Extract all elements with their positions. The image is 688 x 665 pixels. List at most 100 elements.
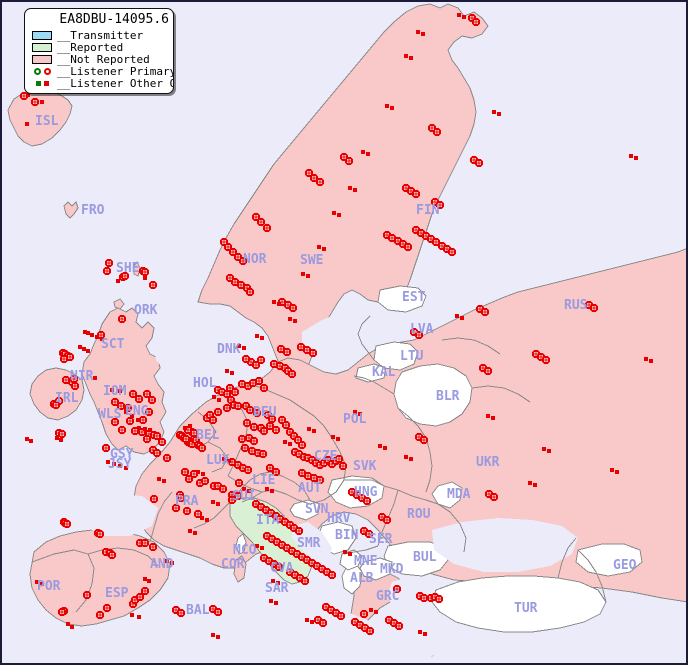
listener-other-qth-marker xyxy=(40,582,44,586)
listener-primary-qth-marker xyxy=(336,611,346,621)
listener-other-qth-marker xyxy=(457,13,461,17)
listener-primary-qth-marker xyxy=(30,97,40,107)
country-label-blr: BLR xyxy=(436,389,460,404)
country-label-bal: BAL xyxy=(186,603,210,618)
country-sardinia xyxy=(233,555,247,583)
listener-primary-qth-marker xyxy=(227,495,237,505)
listener-other-qth-marker xyxy=(274,601,278,605)
listener-other-qth-marker xyxy=(361,150,365,154)
listener-primary-qth-marker xyxy=(176,608,186,618)
listener-primary-qth-marker xyxy=(256,217,266,227)
listener-other-qth-marker xyxy=(110,388,114,392)
listener-primary-qth-marker xyxy=(489,492,499,502)
listener-other-qth-marker xyxy=(35,580,39,584)
country-label-fra: FRA xyxy=(175,494,199,509)
listener-primary-qth-marker xyxy=(254,376,264,386)
listener-other-qth-marker xyxy=(317,245,321,249)
country-label-cze: CZE xyxy=(314,449,337,464)
listener-primary-qth-marker xyxy=(256,355,266,365)
listener-primary-qth-marker xyxy=(308,348,318,358)
listener-other-qth-marker xyxy=(227,459,231,463)
listener-other-qth-marker xyxy=(59,438,63,442)
listener-primary-qth-marker xyxy=(116,401,126,411)
listener-primary-qth-marker xyxy=(435,200,445,210)
listener-other-qth-marker xyxy=(130,414,134,418)
legend-label-primary-qth: __Listener Primary QTH xyxy=(57,64,174,78)
listener-primary-qth-marker xyxy=(180,467,190,477)
listener-other-qth-marker xyxy=(242,346,246,350)
country-label-mkd: MKD xyxy=(380,562,404,577)
country-label-rou: ROU xyxy=(407,507,431,522)
listener-primary-qth-marker xyxy=(315,177,325,187)
country-label-hol: HOL xyxy=(193,376,217,391)
listener-primary-qth-marker xyxy=(297,468,307,478)
listener-primary-qth-marker xyxy=(431,237,441,247)
listener-primary-qth-marker xyxy=(57,607,67,617)
listener-primary-qth-marker xyxy=(294,526,304,536)
listener-primary-qth-marker xyxy=(471,17,481,27)
blue-square-swatch-icon xyxy=(29,30,55,40)
listener-primary-qth-marker xyxy=(237,434,247,444)
listener-primary-qth-marker xyxy=(483,366,493,376)
listener-other-qth-marker xyxy=(455,314,459,318)
listener-other-qth-marker xyxy=(269,599,273,603)
country-label-fin: FIN xyxy=(416,203,440,218)
listener-other-qth-marker xyxy=(348,186,352,190)
listener-primary-qth-marker xyxy=(447,247,457,257)
country-label-sui: SUI xyxy=(232,489,255,504)
listener-other-qth-marker xyxy=(106,460,110,464)
country-label-she: SHE xyxy=(116,261,139,276)
listener-other-qth-marker xyxy=(55,436,59,440)
listener-primary-qth-marker xyxy=(304,168,314,178)
listener-primary-qth-marker xyxy=(222,403,232,413)
listener-other-qth-marker xyxy=(147,579,151,583)
listener-primary-qth-marker xyxy=(258,449,268,459)
country-moldova xyxy=(431,481,463,509)
listener-primary-qth-marker xyxy=(157,437,167,447)
listener-primary-qth-marker xyxy=(394,621,404,631)
listener-primary-qth-marker xyxy=(234,478,244,488)
country-label-est: EST xyxy=(402,290,426,305)
listener-other-qth-marker xyxy=(312,429,316,433)
listener-primary-qth-marker xyxy=(95,529,105,539)
listener-primary-qth-marker xyxy=(288,303,298,313)
listener-primary-qth-marker xyxy=(59,354,69,364)
listener-primary-qth-marker xyxy=(238,256,248,266)
listener-primary-qth-marker xyxy=(142,434,152,444)
country-turkey xyxy=(431,575,607,633)
listener-other-qth-marker xyxy=(26,93,30,97)
listener-other-qth-marker xyxy=(288,442,292,446)
listener-other-qth-marker xyxy=(336,437,340,441)
listener-primary-qth-marker xyxy=(419,435,429,445)
country-label-and: AND xyxy=(150,557,174,572)
listener-other-qth-marker xyxy=(222,457,226,461)
listener-other-qth-marker xyxy=(366,152,370,156)
listener-markers xyxy=(19,13,653,639)
listener-primary-qth-marker xyxy=(338,461,348,471)
listener-primary-qth-marker xyxy=(102,266,112,276)
listener-primary-qth-marker xyxy=(213,407,223,417)
listener-other-qth-marker xyxy=(237,344,241,348)
listener-primary-qth-marker xyxy=(142,389,152,399)
listener-other-qth-marker xyxy=(86,349,90,353)
listener-primary-qth-marker xyxy=(318,618,328,628)
country-label-alb: ALB xyxy=(350,571,374,586)
listener-primary-qth-marker xyxy=(162,453,172,463)
listener-primary-qth-marker xyxy=(57,429,67,439)
listener-primary-qth-marker xyxy=(230,387,240,397)
circle-marker-icon xyxy=(29,66,55,76)
listener-other-qth-marker xyxy=(270,489,274,493)
legend-title: EA8DBU-14095.6 xyxy=(59,13,169,27)
listener-primary-qth-marker xyxy=(536,352,546,362)
listener-primary-qth-marker xyxy=(365,626,375,636)
listener-other-qth-marker xyxy=(118,389,122,393)
listener-primary-qth-marker xyxy=(267,414,277,424)
listener-primary-qth-marker xyxy=(414,330,424,340)
listener-primary-qth-marker xyxy=(193,509,203,519)
listener-primary-qth-marker xyxy=(480,307,490,317)
listener-other-qth-marker xyxy=(196,470,200,474)
listener-primary-qth-marker xyxy=(152,431,162,441)
listener-other-qth-marker xyxy=(409,457,413,461)
